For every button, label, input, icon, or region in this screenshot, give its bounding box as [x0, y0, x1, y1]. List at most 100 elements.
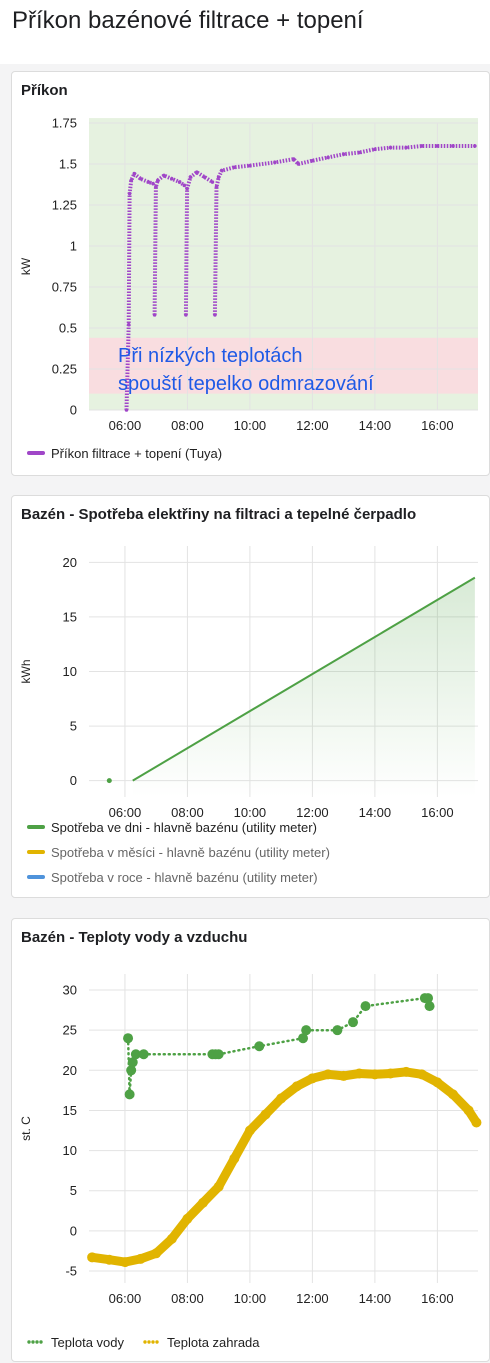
annotation-text: spouští tepelko odmrazování	[118, 373, 374, 395]
y-tick-label: 0	[70, 1223, 77, 1238]
chart-card-energy: Bazén - Spotřeba elektřiny na filtraci a…	[11, 495, 490, 898]
power-data-point	[124, 408, 129, 412]
x-tick-label: 16:00	[421, 418, 454, 433]
legend-swatch-water[interactable]	[35, 1340, 39, 1344]
x-tick-label: 08:00	[171, 805, 204, 820]
y-tick-label: 15	[63, 1103, 77, 1118]
air-temperature-point	[471, 1117, 482, 1128]
water-temperature-point	[423, 993, 434, 1004]
y-tick-label: 25	[63, 1023, 77, 1038]
y-tick-label: 0	[70, 403, 77, 418]
water-temperature-point	[123, 1033, 134, 1044]
y-tick-label: 5	[70, 1183, 77, 1198]
water-temperature-point	[130, 1049, 141, 1060]
legend-item-air[interactable]: Teplota zahrada	[167, 1335, 260, 1350]
air-temperature-point	[385, 1068, 396, 1079]
power-data-point	[177, 180, 182, 184]
x-tick-label: 08:00	[171, 418, 204, 433]
y-tick-label: -5	[65, 1263, 77, 1278]
power-data-point	[169, 176, 174, 181]
power-data-point	[151, 181, 155, 186]
legend-item-power[interactable]: Příkon filtrace + topení (Tuya)	[51, 446, 222, 461]
legend-item-energy[interactable]: Spotřeba v roce - hlavně bazénu (utility…	[51, 870, 318, 885]
power-data-point	[194, 170, 199, 174]
y-tick-label: 10	[63, 1143, 77, 1158]
water-temperature-point	[127, 1057, 138, 1068]
power-data-point	[404, 145, 408, 150]
air-temperature-point	[87, 1252, 98, 1263]
power-data-point	[219, 168, 224, 173]
water-temperature-point	[360, 1001, 371, 1012]
x-tick-label: 14:00	[359, 418, 392, 433]
power-data-point	[291, 157, 296, 161]
x-tick-label: 06:00	[109, 418, 142, 433]
power-data-point	[184, 313, 188, 317]
air-temperature-point	[135, 1253, 146, 1264]
power-data-point	[127, 191, 132, 196]
air-temperature-point	[463, 1105, 474, 1116]
power-data-point	[341, 152, 346, 156]
air-temperature-point	[416, 1069, 427, 1080]
power-data-point	[273, 160, 277, 165]
x-tick-label: 06:00	[109, 805, 142, 820]
air-temperature-point	[291, 1081, 302, 1092]
power-data-point	[213, 313, 217, 317]
legend-item-water[interactable]: Teplota vody	[51, 1335, 124, 1350]
legend-swatch-water[interactable]	[39, 1340, 43, 1344]
y-tick-label: 5	[70, 719, 77, 734]
legend-item-energy[interactable]: Spotřeba ve dni - hlavně bazénu (utility…	[51, 820, 317, 835]
y-axis-title: kW	[19, 257, 33, 275]
air-temperature-point	[198, 1197, 209, 1208]
power-data-point	[132, 172, 137, 176]
energy-series-line	[132, 576, 476, 782]
legend-swatch-air[interactable]	[155, 1340, 159, 1344]
water-temperature-point	[348, 1017, 359, 1028]
chart-card-temperature: Bazén - Teploty vody a vzduchu 06:00 08:0…	[11, 918, 490, 1362]
power-data-point	[202, 175, 207, 179]
y-tick-label: 0.25	[52, 362, 77, 377]
legend-item-energy[interactable]: Spotřeba v měsíci - hlavně bazénu (utili…	[51, 845, 330, 860]
x-tick-label: 10:00	[234, 805, 267, 820]
chart-temperature: 06:00 08:00 10:00 12:00 14:00 16:00 -5 0 5 10 15 20…	[19, 974, 482, 1350]
chart-card-power: Příkon 06:00 08:00 10:00 12:00 14:00 16:00 0 0.…	[11, 71, 490, 476]
air-temperature-point	[244, 1125, 255, 1136]
legend-swatch-air[interactable]	[147, 1340, 151, 1344]
legend-swatch-water[interactable]	[31, 1340, 35, 1344]
water-temperature-line	[126, 996, 431, 1095]
water-temperature-point	[254, 1041, 265, 1052]
water-temperature-point	[301, 1025, 312, 1036]
x-tick-label: 12:00	[296, 418, 329, 433]
air-temperature-point	[182, 1213, 193, 1224]
x-tick-label: 14:00	[359, 1291, 392, 1306]
power-data-point	[155, 178, 160, 183]
chart-energy: 06:00 08:00 10:00 12:00 14:00 16:00 0 5 10 15 20 kW…	[19, 546, 478, 885]
y-tick-label: 1.75	[52, 116, 77, 131]
legend-swatch-air[interactable]	[143, 1340, 147, 1344]
x-tick-label: 12:00	[296, 1291, 329, 1306]
power-data-point	[152, 313, 157, 317]
power-data-point	[138, 176, 143, 181]
power-data-point	[185, 186, 189, 191]
power-data-point	[216, 175, 221, 179]
energy-area-fill	[132, 577, 475, 797]
power-data-point	[154, 185, 158, 189]
legend-swatch-water[interactable]	[27, 1340, 31, 1344]
power-data-point	[388, 145, 393, 150]
air-temperature-point	[213, 1181, 224, 1192]
water-temperature-point	[213, 1049, 224, 1060]
y-tick-label: 30	[63, 983, 77, 998]
water-temperature-point	[124, 1089, 135, 1100]
power-data-point	[248, 163, 252, 168]
legend-swatch-air[interactable]	[151, 1340, 155, 1344]
air-temperature-point	[338, 1070, 349, 1081]
y-tick-label: 0.75	[52, 280, 77, 295]
power-data-point	[435, 144, 440, 148]
chart-title: Příkon	[21, 82, 68, 99]
air-temperature-point	[260, 1109, 271, 1120]
power-data-point	[146, 180, 151, 184]
air-temperature-point	[432, 1077, 443, 1088]
air-temperature-point	[401, 1066, 412, 1077]
air-temperature-point	[354, 1068, 365, 1079]
air-temperature-point	[276, 1093, 287, 1104]
power-data-point	[373, 147, 377, 152]
